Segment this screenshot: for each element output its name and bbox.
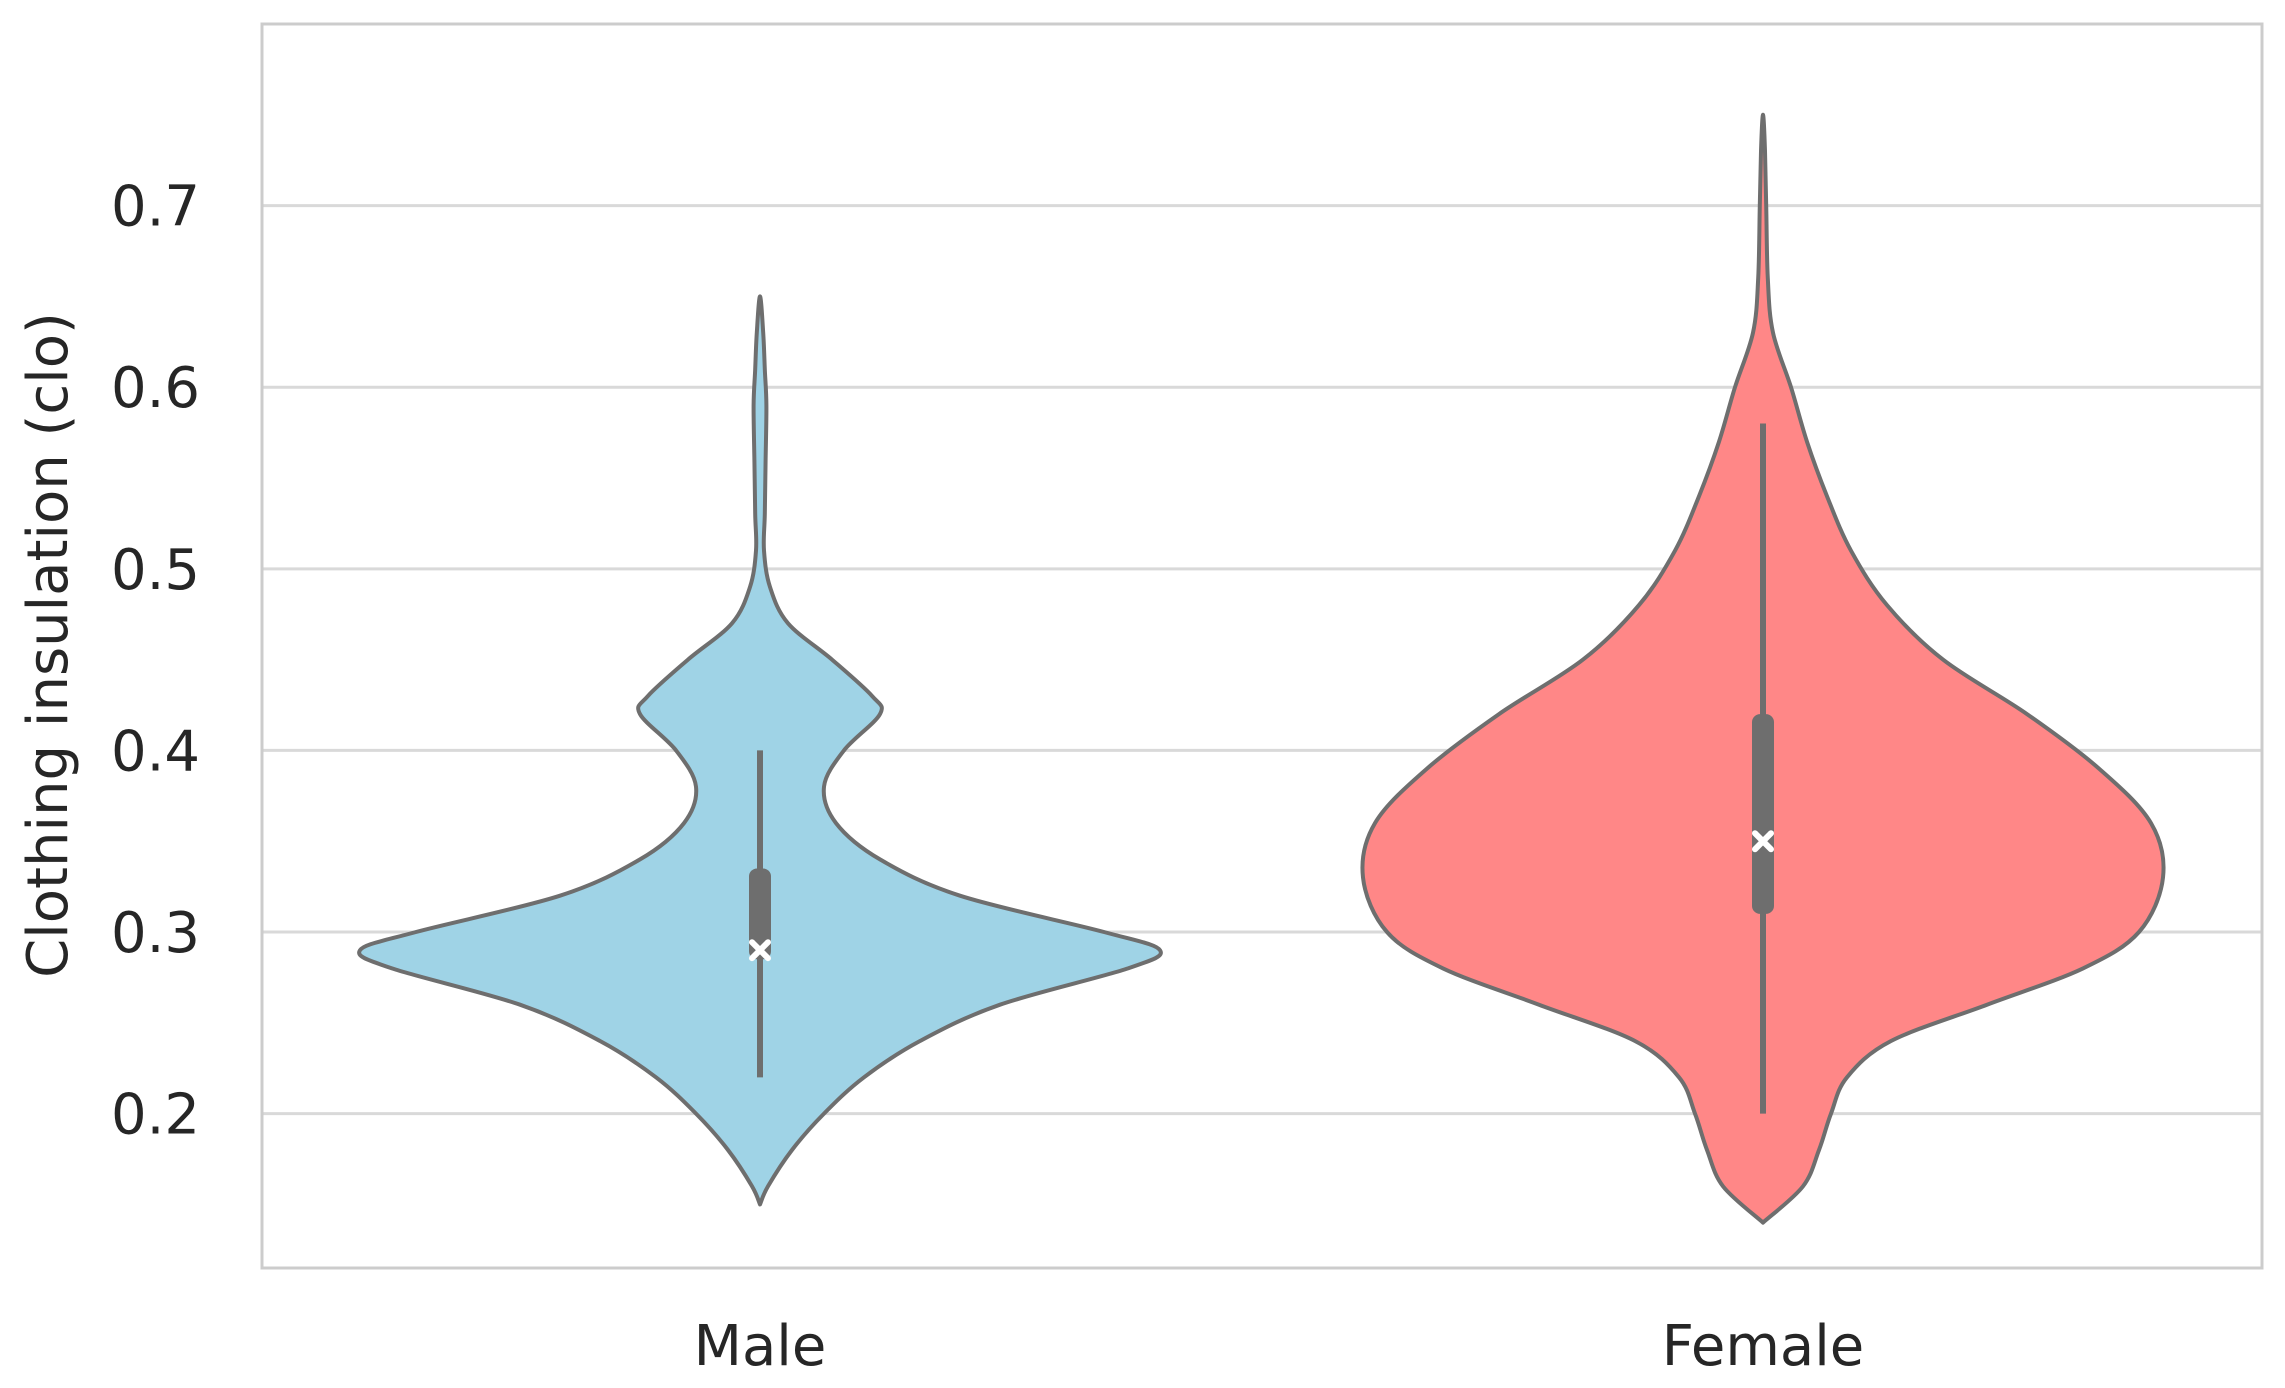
x-tick-label: Female bbox=[1662, 1314, 1864, 1379]
y-tick-label: 0.4 bbox=[111, 719, 200, 784]
plot-frame bbox=[260, 22, 2264, 1270]
x-tick-label: Male bbox=[694, 1314, 827, 1379]
y-tick-label: 0.3 bbox=[111, 901, 200, 966]
iqr-box bbox=[1752, 714, 1774, 914]
y-tick-label: 0.7 bbox=[111, 175, 200, 240]
violin-body bbox=[357, 294, 1163, 1207]
y-tick-labels: 0.2 0.3 0.4 0.5 0.6 0.7 bbox=[111, 175, 200, 1148]
y-axis-title: Clothing insulation (clo) bbox=[16, 312, 81, 978]
mean-marker bbox=[1752, 830, 1774, 853]
violins bbox=[357, 112, 2166, 1225]
iqr-box bbox=[749, 868, 771, 960]
y-tick-label: 0.5 bbox=[111, 538, 200, 603]
violin-male bbox=[357, 294, 1163, 1207]
y-tick-label: 0.6 bbox=[111, 356, 200, 421]
violin-female bbox=[1360, 112, 2166, 1225]
y-tick-label: 0.2 bbox=[111, 1083, 200, 1148]
x-tick-labels: Male Female bbox=[694, 1314, 1865, 1379]
mean-marker bbox=[749, 939, 771, 962]
